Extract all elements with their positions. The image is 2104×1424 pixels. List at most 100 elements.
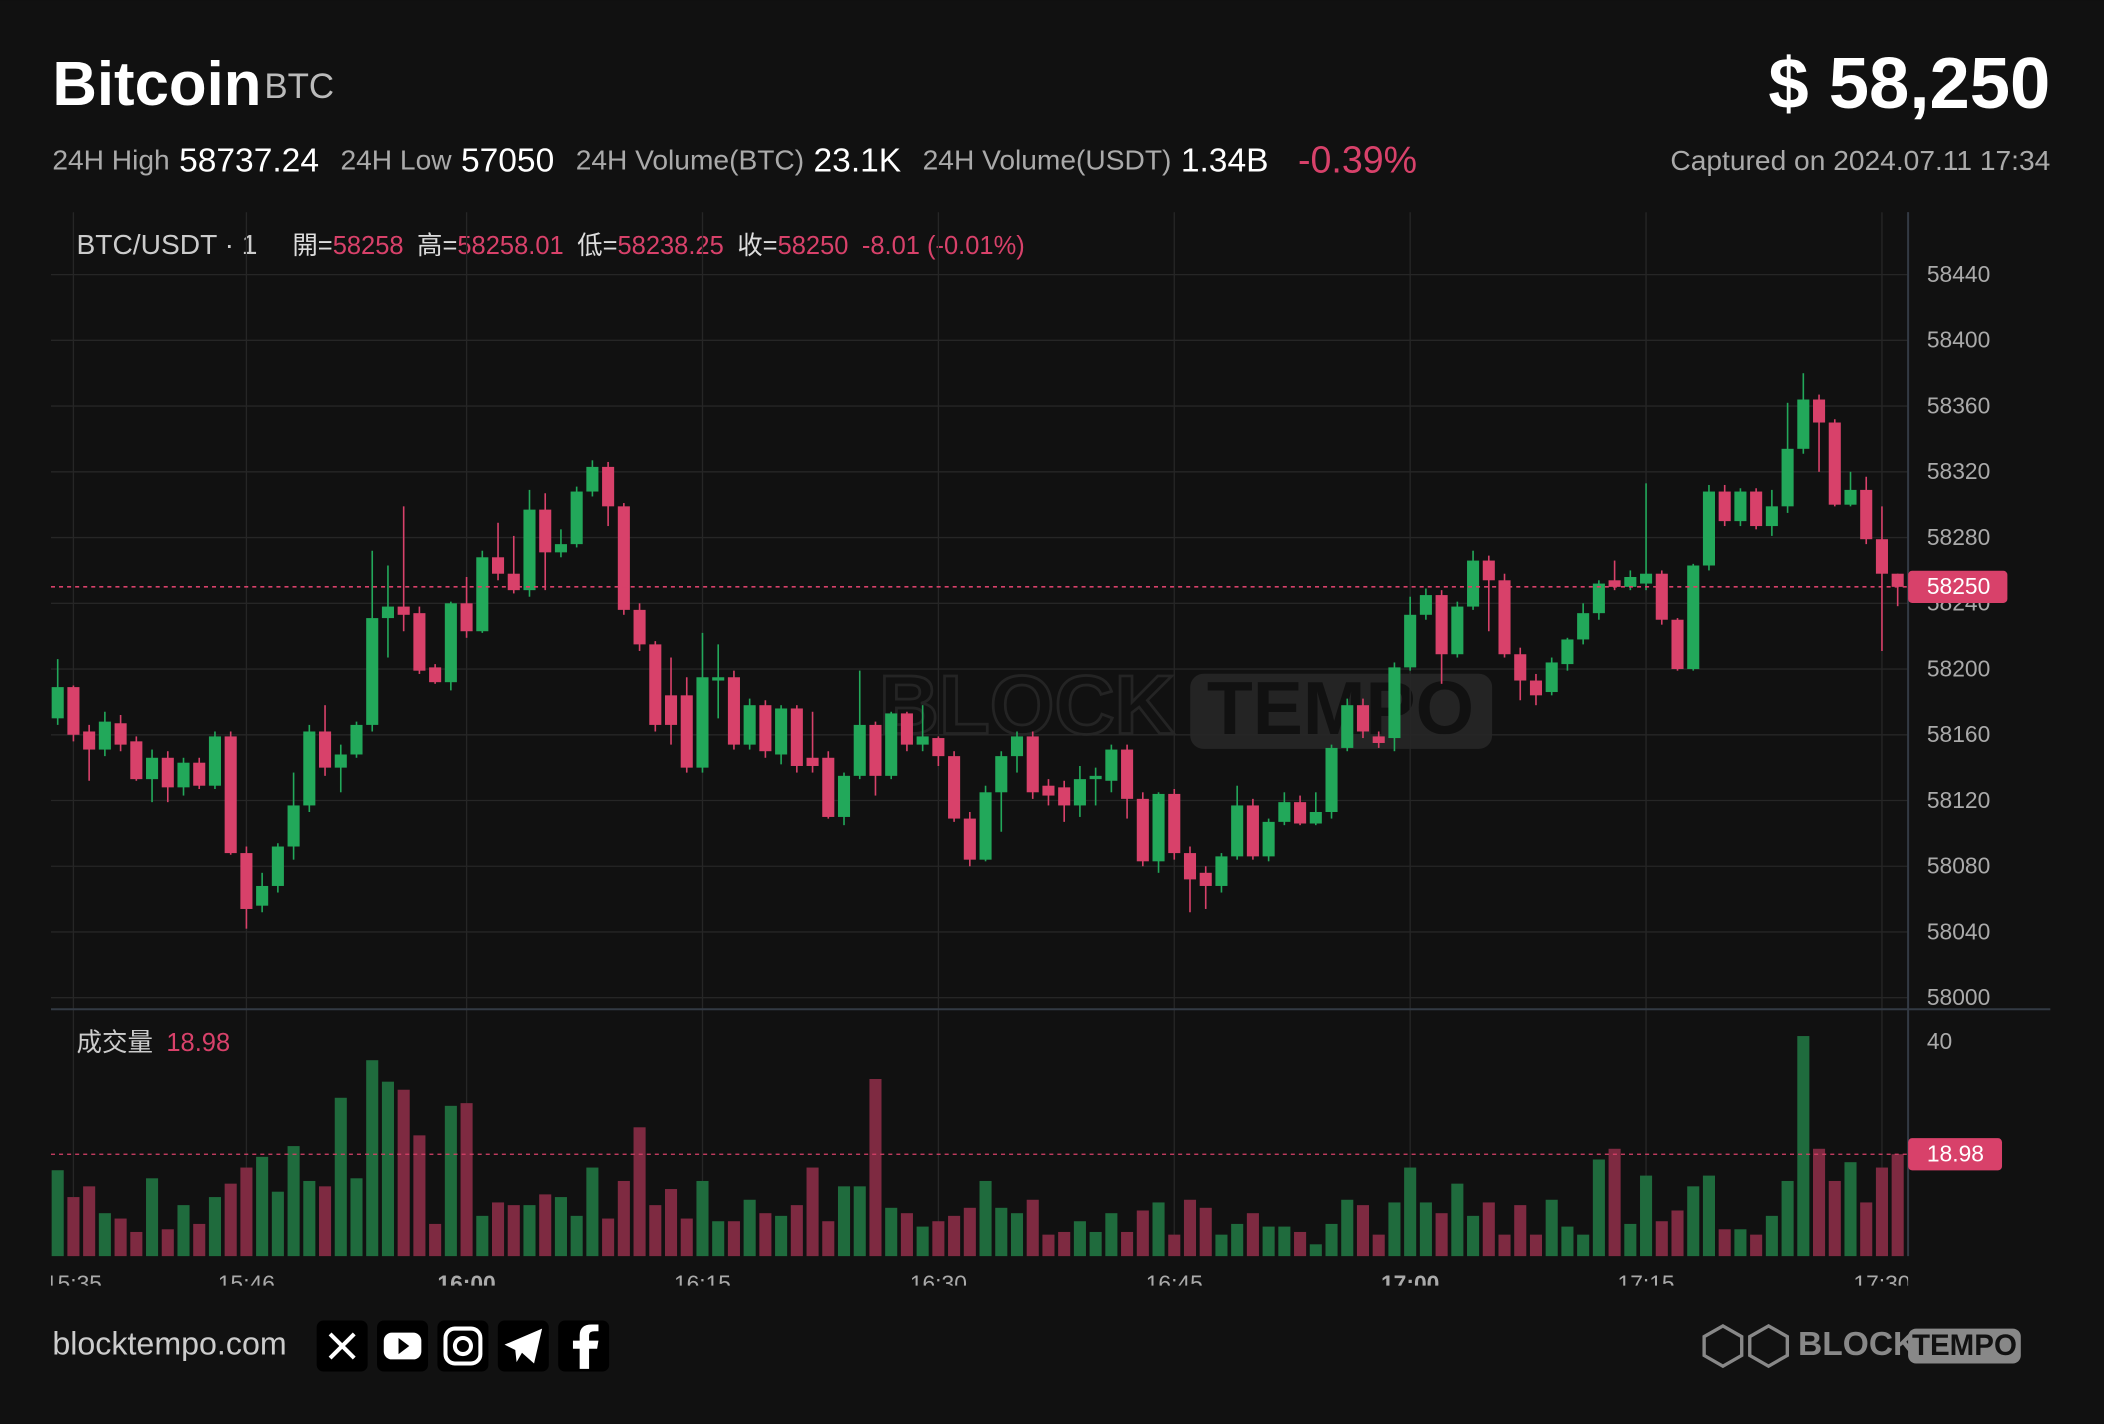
- candle-body: [1183, 853, 1197, 880]
- volume-bar: [397, 1089, 410, 1257]
- volume-bar: [1844, 1162, 1857, 1257]
- candle-body: [1419, 595, 1432, 615]
- candle-body: [444, 603, 457, 683]
- volume-bar: [1765, 1215, 1778, 1257]
- candle-body: [98, 721, 111, 750]
- legend-value: 58250: [778, 232, 849, 260]
- candle-body: [1577, 613, 1590, 640]
- volume-bar: [1183, 1199, 1197, 1257]
- candle-body: [743, 705, 756, 745]
- volume-bar: [1372, 1234, 1385, 1257]
- volume-bar: [1482, 1202, 1495, 1257]
- volume-bar: [1042, 1234, 1055, 1257]
- candle-body: [1089, 775, 1102, 780]
- volume-title: 成交量: [76, 1029, 152, 1057]
- candle-body: [1608, 580, 1621, 587]
- y-tick-label: 58280: [1927, 524, 1990, 550]
- price-tag: [1908, 570, 2008, 603]
- candle-body: [712, 677, 725, 681]
- candle-body: [649, 644, 662, 725]
- candle-body: [1875, 539, 1888, 574]
- volume-bar: [1718, 1229, 1731, 1257]
- candle-body: [885, 713, 898, 776]
- candle-body: [1105, 749, 1118, 781]
- volume-bar: [586, 1167, 599, 1257]
- candle-body: [413, 613, 426, 671]
- candle-body: [1750, 491, 1763, 527]
- volume-bar: [1121, 1231, 1134, 1257]
- symbol: BTC/USDT · 1: [76, 228, 257, 260]
- volume-bar: [1797, 1036, 1810, 1257]
- volume-bar: [256, 1156, 269, 1257]
- volume-bar: [460, 1103, 473, 1257]
- candle-body: [381, 606, 394, 619]
- volume-bar: [979, 1180, 992, 1257]
- volume-bar: [554, 1197, 567, 1257]
- volume-bar: [1592, 1159, 1605, 1257]
- y-tick-label: 58320: [1927, 458, 1990, 484]
- x-tick-label: 15:35: [45, 1271, 102, 1297]
- volume-value: 18.98: [166, 1029, 230, 1057]
- candle-body: [1152, 793, 1165, 862]
- y-tick-label: 58000: [1927, 984, 1990, 1010]
- candle-body: [1231, 805, 1244, 857]
- candle-body: [790, 708, 803, 766]
- stat-value: 57050: [461, 142, 554, 179]
- candle-body: [853, 724, 866, 776]
- candle-body: [948, 756, 961, 819]
- volume-bar: [932, 1221, 945, 1257]
- captured: Captured on 2024.07.11 17:34: [1670, 144, 2050, 176]
- volume-bar: [193, 1223, 206, 1257]
- volume-bar: [1356, 1205, 1370, 1257]
- candle-body: [1545, 662, 1558, 693]
- volume-bar: [1655, 1221, 1668, 1257]
- candle-body: [1404, 614, 1417, 668]
- volume-bar: [822, 1221, 835, 1257]
- volume-bar: [1781, 1180, 1794, 1257]
- y-tick-label: 58160: [1927, 721, 1990, 747]
- volume-bar: [1750, 1234, 1763, 1257]
- volume-bar: [916, 1226, 929, 1257]
- candle-body: [633, 609, 646, 645]
- volume-bar: [1419, 1202, 1432, 1257]
- candle-body: [161, 757, 174, 788]
- candle-body: [1529, 680, 1543, 696]
- candle-body: [429, 667, 442, 683]
- site: blocktempo.com: [52, 1326, 286, 1362]
- x-tick-label: 17:15: [1618, 1271, 1675, 1297]
- volume-bar: [1435, 1213, 1448, 1257]
- x-glyph: [328, 1332, 356, 1360]
- volume-bar: [633, 1127, 646, 1257]
- volume-bar: [1215, 1234, 1228, 1257]
- volume-bar: [1514, 1205, 1527, 1257]
- candle-body: [476, 557, 489, 632]
- legend-label: 收=: [737, 232, 777, 260]
- x-tick-label: 16:15: [674, 1271, 731, 1297]
- candle-body: [1026, 736, 1039, 793]
- candle-body: [1813, 399, 1826, 423]
- candle-body: [303, 731, 316, 806]
- candle-body: [602, 466, 615, 507]
- youtube-play: [398, 1337, 410, 1355]
- volume-bar: [1860, 1202, 1873, 1257]
- candle-body: [523, 509, 536, 591]
- volume-bar: [727, 1221, 740, 1257]
- y-tick-label: 58120: [1927, 787, 1990, 813]
- volume-bar: [664, 1189, 678, 1257]
- candle-body: [51, 687, 64, 719]
- instagram-icon[interactable]: [437, 1320, 489, 1372]
- candle-body: [1372, 736, 1385, 743]
- candle-body: [1734, 491, 1747, 522]
- volume-bar: [271, 1191, 284, 1257]
- candle-body: [130, 741, 143, 780]
- candle-body: [1388, 667, 1401, 739]
- volume-bar: [303, 1180, 316, 1257]
- candle-body: [1482, 560, 1495, 581]
- volume-bar: [775, 1215, 788, 1257]
- volume-bar: [114, 1218, 127, 1257]
- candle-body: [539, 509, 552, 553]
- x-tick-label: 16:00: [437, 1271, 495, 1297]
- candle-body: [67, 687, 80, 735]
- social-icons: [316, 1320, 610, 1372]
- volume-bar: [1734, 1229, 1747, 1257]
